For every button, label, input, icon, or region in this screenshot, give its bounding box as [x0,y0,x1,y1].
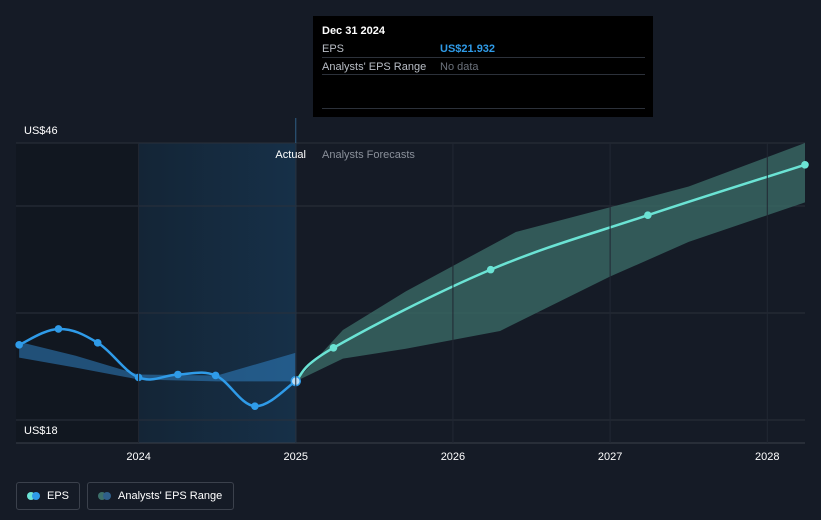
eps-point-actual [54,325,63,333]
highlight-region [138,143,296,443]
eps-point-forecast [801,160,809,169]
eps-point-forecast [486,265,495,274]
tooltip-date: Dec 31 2024 [322,25,385,37]
analysts-forecasts-label: Analysts Forecasts [322,149,415,161]
eps-point-actual [211,371,220,380]
actual-label: Actual [275,149,306,161]
range-band-actual [19,341,296,382]
range-band-forecast [295,143,805,382]
legend-range-button[interactable]: Analysts' EPS Range [87,482,234,510]
eps-point-actual [174,370,182,379]
eps-point-actual [15,341,23,349]
legend-eps-button[interactable]: EPS [16,482,80,510]
tooltip-divider [322,57,645,58]
tooltip-range-label: Analysts' EPS Range [322,61,427,73]
eps-legend-icon [27,492,41,500]
tooltip-eps-label: EPS [322,43,345,55]
y-axis-top-label: US$46 [24,125,58,137]
eps-point-actual [251,402,259,410]
legend-range-label: Analysts' EPS Range [118,490,223,502]
tooltip-divider [322,108,645,109]
y-axis-bottom-label: US$18 [24,425,58,437]
x-tick-label: 2025 [284,451,308,463]
x-tick-label: 2027 [598,451,622,463]
eps-point-forecast [644,211,652,220]
eps-point-forecast [329,343,338,352]
x-tick-label: 2026 [441,451,465,463]
tooltip: Dec 31 2024 EPS US$21.932 Analysts' EPS … [313,16,653,117]
eps-point-actual [93,339,102,347]
legend-eps-label: EPS [46,490,69,502]
tooltip-eps-value: US$21.932 [440,43,496,55]
tooltip-divider [322,74,645,75]
x-tick-label: 2024 [126,451,150,463]
x-tick-label: 2028 [755,451,779,463]
tooltip-range-value: No data [440,61,479,73]
range-legend-icon [98,492,112,500]
